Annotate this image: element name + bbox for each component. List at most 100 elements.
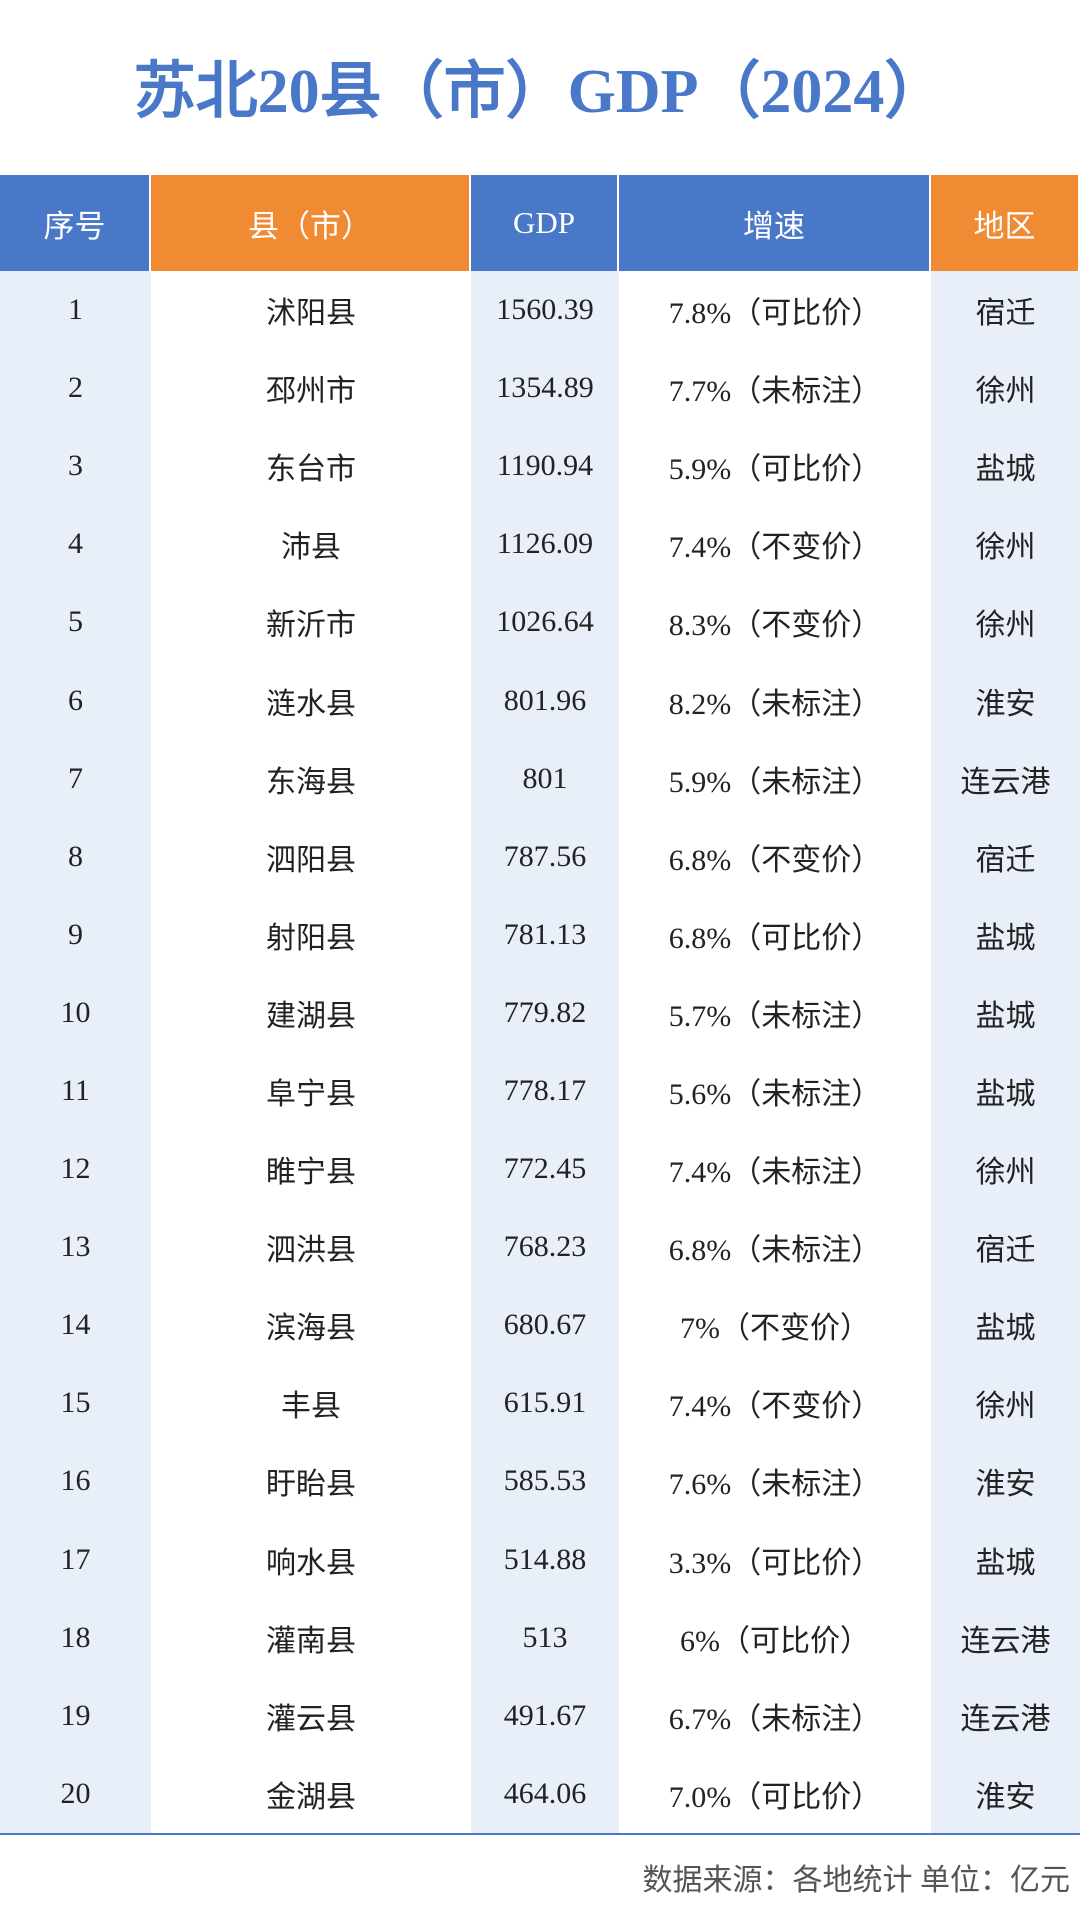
table-cell: 778.17 xyxy=(471,1051,619,1131)
table-row: 6 涟水县 801.96 8.2%（未标注） 淮安 xyxy=(0,661,1080,740)
table-cell: 1026.64 xyxy=(471,583,619,662)
table-cell: 680.67 xyxy=(471,1286,619,1365)
table-cell: 泗阳县 xyxy=(266,843,356,877)
table-row: 3 东台市 1190.94 5.9%（可比价） 盐城 xyxy=(0,427,1080,506)
table-cell: 1354.89 xyxy=(471,349,619,428)
table-cell: 盐城 xyxy=(931,1286,1080,1365)
table-cell: 7.4%（未标注） xyxy=(668,1156,882,1190)
table-cell: 淮安 xyxy=(931,1442,1080,1521)
title: 苏北20县（市）GDP（2024） xyxy=(133,58,947,126)
table-cell: 邳州市 xyxy=(266,375,356,409)
table-cell: 东台市 xyxy=(266,453,356,487)
table-cell: 12 xyxy=(0,1130,151,1209)
table-row: 20 金湖县 464.06 7.0%（可比价） 淮安 xyxy=(0,1754,1080,1833)
table-cell: 3 xyxy=(0,427,151,506)
table-cell: 盐城 xyxy=(931,1520,1080,1599)
table-cell: 1126.09 xyxy=(471,505,619,584)
table-cell: 盐城 xyxy=(931,973,1080,1052)
table-cell: 睢宁县 xyxy=(266,1156,356,1190)
table-row: 17 响水县 514.88 3.3%（可比价） 盐城 xyxy=(0,1520,1080,1599)
table-row: 8 泗阳县 787.56 6.8%（不变价） 宿迁 xyxy=(0,817,1080,896)
table-cell: 10 xyxy=(0,973,151,1052)
table-cell: 泗洪县 xyxy=(266,1234,356,1268)
table-cell: 灌云县 xyxy=(266,1702,356,1736)
table-cell: 丰县 xyxy=(281,1390,341,1424)
table-row: 11 阜宁县 778.17 5.6%（未标注） 盐城 xyxy=(0,1051,1080,1131)
table-cell: 7.4%（不变价） xyxy=(668,531,882,565)
header-cell: 增速 xyxy=(619,175,931,271)
table-cell: 5.9%（未标注） xyxy=(668,765,882,799)
table-row: 12 睢宁县 772.45 7.4%（未标注） 徐州 xyxy=(0,1130,1080,1209)
table-cell: 涟水县 xyxy=(266,687,356,721)
divider xyxy=(0,1833,1080,1835)
table-cell: 沛县 xyxy=(281,531,341,565)
table-cell: 盐城 xyxy=(931,1051,1080,1131)
table-cell: 513 xyxy=(471,1598,619,1677)
table-cell: 东海县 xyxy=(266,765,356,799)
table-body: 1 沭阳县 1560.39 7.8%（可比价） 宿迁 2 邳州市 1354.89 7.7%（未标… xyxy=(0,271,1080,1833)
table-cell: 徐州 xyxy=(931,1364,1080,1443)
table-cell: 1560.39 xyxy=(471,271,619,350)
table-cell: 514.88 xyxy=(471,1520,619,1599)
table-cell: 淮安 xyxy=(931,1754,1080,1833)
table-cell: 772.45 xyxy=(471,1130,619,1209)
table-cell: 灌南县 xyxy=(266,1624,356,1658)
table-cell: 宿迁 xyxy=(931,817,1080,896)
table-row: 5 新沂市 1026.64 8.3%（不变价） 徐州 xyxy=(0,583,1080,662)
table-cell: 768.23 xyxy=(471,1208,619,1287)
table-cell: 宿迁 xyxy=(931,271,1080,350)
header-cell: GDP xyxy=(471,175,619,271)
table-cell: 连云港 xyxy=(931,739,1080,818)
table-row: 1 沭阳县 1560.39 7.8%（可比价） 宿迁 xyxy=(0,271,1080,350)
table-cell: 1 xyxy=(0,271,151,350)
header-cell: 序号 xyxy=(0,175,151,271)
table-cell: 491.67 xyxy=(471,1676,619,1755)
table-cell: 滨海县 xyxy=(266,1312,356,1346)
table-cell: 阜宁县 xyxy=(266,1077,356,1111)
table-cell: 8 xyxy=(0,817,151,896)
table-row: 10 建湖县 779.82 5.7%（未标注） 盐城 xyxy=(0,973,1080,1052)
table-cell: 787.56 xyxy=(471,817,619,896)
table-cell: 徐州 xyxy=(931,505,1080,584)
table-cell: 淮安 xyxy=(931,661,1080,740)
table-cell: 13 xyxy=(0,1208,151,1287)
table-row: 15 丰县 615.91 7.4%（不变价） 徐州 xyxy=(0,1364,1080,1443)
table-cell: 盐城 xyxy=(931,895,1080,974)
table-cell: 11 xyxy=(0,1051,151,1131)
table-cell: 781.13 xyxy=(471,895,619,974)
table-cell: 801.96 xyxy=(471,661,619,740)
table: 序号 县（市） GDP 增速 地区 1 沭阳县 1560.39 7.8%（可比价） 宿迁 2 邳州市 1… xyxy=(0,175,1080,1833)
table-cell: 9 xyxy=(0,895,151,974)
table-cell: 连云港 xyxy=(931,1598,1080,1677)
table-cell: 14 xyxy=(0,1286,151,1365)
table-row: 7 东海县 801 5.9%（未标注） 连云港 xyxy=(0,739,1080,818)
table-cell: 7.7%（未标注） xyxy=(668,375,882,409)
table-cell: 2 xyxy=(0,349,151,428)
table-cell: 16 xyxy=(0,1442,151,1521)
header-row: 序号 县（市） GDP 增速 地区 xyxy=(0,175,1080,271)
table-cell: 19 xyxy=(0,1676,151,1755)
table-cell: 8.2%（未标注） xyxy=(668,687,882,721)
table-cell: 建湖县 xyxy=(266,999,356,1033)
table-cell: 7.8%（可比价） xyxy=(668,297,882,331)
table-row: 16 盱眙县 585.53 7.6%（未标注） 淮安 xyxy=(0,1442,1080,1521)
table-cell: 7%（不变价） xyxy=(680,1312,870,1346)
table-cell: 7.6%（未标注） xyxy=(668,1468,882,1502)
table-row: 4 沛县 1126.09 7.4%（不变价） 徐州 xyxy=(0,505,1080,584)
table-cell: 7.4%（不变价） xyxy=(668,1390,882,1424)
table-cell: 7.0%（可比价） xyxy=(668,1780,882,1814)
table-cell: 6.7%（未标注） xyxy=(668,1702,882,1736)
table-cell: 6.8%（可比价） xyxy=(668,921,882,955)
table-cell: 464.06 xyxy=(471,1754,619,1833)
table-cell: 5.7%（未标注） xyxy=(668,999,882,1033)
table-cell: 盐城 xyxy=(931,427,1080,506)
header-cell: 地区 xyxy=(931,175,1080,271)
table-cell: 沭阳县 xyxy=(266,297,356,331)
table-cell: 6.8%（不变价） xyxy=(668,843,882,877)
table-cell: 1190.94 xyxy=(471,427,619,506)
table-cell: 5 xyxy=(0,583,151,662)
table-cell: 7 xyxy=(0,739,151,818)
table-cell: 6.8%（未标注） xyxy=(668,1234,882,1268)
table-cell: 779.82 xyxy=(471,973,619,1052)
